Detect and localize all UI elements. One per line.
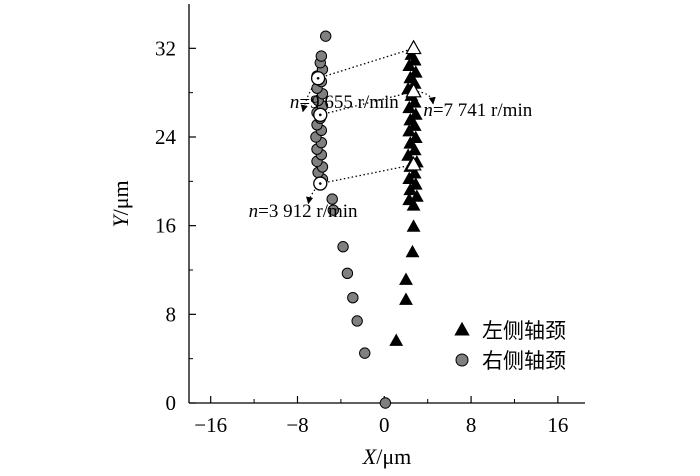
right-journal-point [351,315,363,327]
left-journal-point [405,244,420,258]
y-axis-title: Y/μm [108,180,133,227]
right-journal-point [320,30,332,42]
right-journal-highlight-center [318,113,322,117]
x-axis-title: X/μm [362,444,411,469]
x-axis-title-unit: /μm [376,444,411,469]
x-axis-title-var: X [362,444,378,469]
x-tick-label: −8 [286,413,308,437]
speed-label-value: =3 912 r/min [258,201,358,222]
y-tick-label: 0 [166,391,177,415]
left-journal-point [408,130,423,144]
right-journal-highlight-center [316,76,320,80]
x-tick-label: 16 [547,413,568,437]
left-journal-point [408,107,423,120]
y-tick-label: 16 [155,214,176,238]
x-tick-label: 8 [466,413,477,437]
left-journal-point [407,166,422,179]
speed-label: n=3 912 r/min [249,201,358,222]
right-journal-point [315,50,328,62]
speed-label: n=7 741 r/min [423,100,532,121]
speed-label: n=9 655 r/min [290,92,399,113]
x-tick-label: −16 [194,413,227,437]
speed-connector-line [317,47,414,79]
x-tick-label: 0 [379,413,390,437]
legend-left-journal-marker [454,321,470,336]
y-tick-label: 24 [155,125,177,149]
left-journal-point [406,219,421,232]
right-journal-point [347,292,359,304]
left-journal-point [389,333,404,346]
y-axis-title-unit: /μm [108,180,133,215]
left-journal-point [408,65,423,78]
annotation-arrow [306,183,321,205]
right-journal-highlight-center [318,182,322,185]
y-axis-title-var: Y [108,213,133,228]
left-journal-point [407,142,422,156]
right-journal-point [341,267,354,280]
right-journal-point [337,241,349,253]
speed-label-value: =7 741 r/min [433,100,533,121]
legend-right-journal-label: 右侧轴颈 [482,349,566,373]
left-journal-point [399,272,413,285]
y-tick-label: 8 [166,302,177,326]
y-tick-label: 32 [155,36,176,60]
speed-label-var: n [249,201,259,222]
legend-left-journal-label: 左侧轴颈 [482,319,566,343]
data-points [310,30,470,409]
left-journal-highlight-point [405,82,422,98]
legend-right-journal-marker [455,353,469,367]
speed-label-value: =9 655 r/min [299,92,399,113]
right-journal-point [379,397,392,409]
right-journal-point [359,347,371,359]
speed-connectors [300,47,436,205]
right-journal-point [327,204,339,216]
left-journal-highlight-point [405,39,422,55]
speed-label-var: n [423,100,433,121]
speed-label-var: n [290,92,300,113]
left-journal-point [407,95,422,108]
left-journal-point [409,189,424,202]
speed-connector-line [320,164,414,185]
speed-connector-line [320,90,414,116]
right-journal-point [326,193,338,205]
left-journal-point [399,292,413,305]
left-journal-highlight-point [405,155,422,171]
